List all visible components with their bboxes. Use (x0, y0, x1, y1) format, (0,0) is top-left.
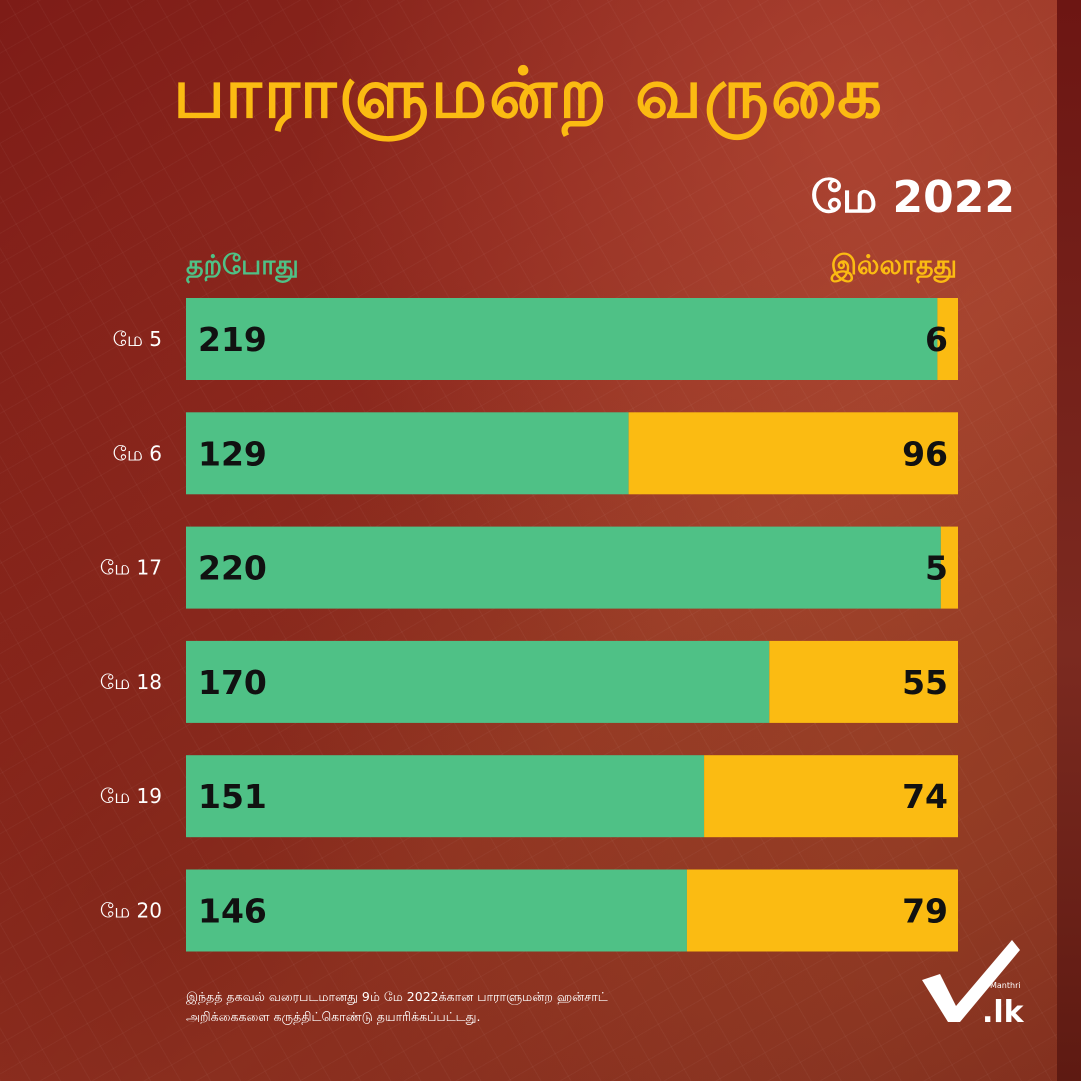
bar-absent (628, 412, 958, 495)
category-label: மே 18 (100, 670, 162, 694)
bar-absent (937, 298, 958, 380)
value-label-present: 129 (198, 434, 267, 473)
bar-present (186, 412, 629, 495)
value-label-present: 220 (198, 549, 267, 588)
bar-present (186, 640, 770, 723)
value-label-absent: 55 (902, 663, 948, 702)
bar-present (186, 869, 687, 952)
category-label: மே 17 (100, 556, 162, 580)
bar-absent (769, 640, 958, 723)
category-label: மே 5 (113, 327, 162, 351)
category-label: மே 20 (100, 899, 162, 923)
category-label: மே 19 (100, 784, 162, 808)
page-title: பாராளுமன்ற வருகை (173, 52, 884, 134)
value-label-absent: 6 (925, 320, 948, 359)
logo-small-text: Manthri (990, 981, 1021, 990)
value-label-present: 219 (198, 320, 267, 359)
value-label-absent: 96 (902, 434, 948, 473)
footnote: இந்தத் தகவல் வரைபடமானது 9ம் மே 2022க்கான… (186, 987, 746, 1027)
logo-main-text: .lk (982, 995, 1025, 1026)
footnote-line-1: இந்தத் தகவல் வரைபடமானது 9ம் மே 2022க்கான… (186, 989, 608, 1004)
bar-present (186, 298, 938, 380)
value-label-present: 146 (198, 892, 267, 931)
value-label-present: 170 (198, 663, 267, 702)
bar-absent (704, 755, 958, 838)
right-edge-strip (1057, 0, 1081, 1081)
value-label-absent: 5 (925, 549, 948, 588)
legend-present: தற்போது (186, 250, 299, 281)
bar-present (186, 755, 705, 838)
bar-absent (686, 869, 958, 952)
page-subtitle: மே 2022 (810, 172, 1015, 223)
category-label: மே 6 (113, 441, 162, 465)
value-label-present: 151 (198, 777, 267, 816)
bar-present (186, 526, 941, 609)
checkmark-icon (922, 940, 1020, 1022)
footnote-line-2: அறிக்கைகளை கருத்திட்கொண்டு தயாரிக்கப்பட்… (186, 1009, 481, 1024)
manthri-logo: Manthri .lk (922, 940, 1025, 1026)
bar-absent (940, 526, 958, 609)
value-label-absent: 74 (902, 777, 948, 816)
legend-absent: இல்லாதது (830, 250, 957, 281)
value-label-absent: 79 (902, 892, 948, 931)
